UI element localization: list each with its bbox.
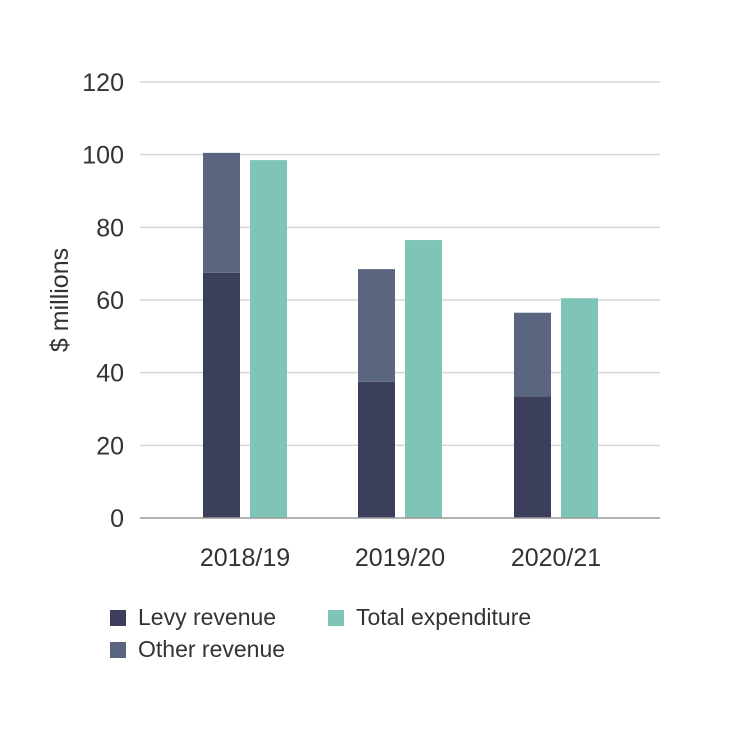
bar-other-revenue-2018-19: [203, 152, 240, 273]
y-tick-label-20: 20: [96, 432, 124, 460]
y-tick-label-40: 40: [96, 360, 124, 388]
bar-other-revenue-2020-21: [514, 312, 551, 397]
bar-levy-revenue-2019-20: [358, 381, 395, 518]
legend-item-other-revenue: Other revenue: [110, 636, 285, 663]
bars: [203, 152, 598, 519]
bar-other-revenue-2019-20: [358, 269, 395, 382]
x-category-label-2018-19: 2018/19: [200, 544, 290, 572]
y-tick-label-100: 100: [82, 142, 124, 170]
legend-swatch-levy-revenue: [110, 609, 126, 626]
x-category-label-2019-20: 2019/20: [355, 544, 445, 572]
legend-item-total-expenditure: Total expenditure: [328, 604, 531, 631]
legend-swatch-total-expenditure: [328, 609, 344, 626]
legend-swatch-other-revenue: [110, 641, 126, 658]
bar-levy-revenue-2020-21: [514, 396, 551, 518]
legend-item-levy-revenue: Levy revenue: [110, 604, 276, 631]
y-axis-title: $ millions: [46, 248, 74, 352]
y-tick-label-60: 60: [96, 287, 124, 315]
y-axis-ticks: 0 20 40 60 80 100 120: [82, 69, 124, 533]
bar-levy-revenue-2018-19: [203, 272, 240, 518]
y-tick-label-120: 120: [82, 69, 124, 97]
bar-total-expenditure-2019-20: [405, 240, 442, 519]
x-axis-categories: 2018/19 2019/20 2020/21: [200, 544, 601, 572]
legend-label-total-expenditure: Total expenditure: [356, 604, 532, 630]
y-tick-label-80: 80: [96, 214, 124, 242]
x-category-label-2020-21: 2020/21: [511, 544, 601, 572]
legend-label-other-revenue: Other revenue: [138, 636, 286, 662]
bar-total-expenditure-2018-19: [250, 160, 287, 518]
legend: Levy revenue Other revenue Total expendi…: [110, 600, 590, 670]
legend-label-levy-revenue: Levy revenue: [138, 604, 277, 630]
y-tick-label-0: 0: [110, 505, 124, 533]
bar-total-expenditure-2020-21: [561, 298, 598, 518]
